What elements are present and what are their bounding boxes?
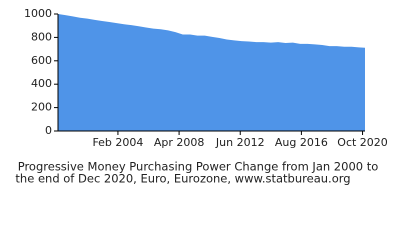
x-tick-label: Jun 2012 (215, 136, 265, 149)
area (58, 14, 365, 131)
y-tick-label: 800 (31, 30, 52, 43)
y-tick-label: 1000 (24, 7, 52, 20)
y-tick-label: 400 (31, 77, 52, 90)
y-tick-label: 200 (31, 101, 52, 114)
y-tick-label: 600 (31, 54, 52, 67)
caption-line: Progressive Money Purchasing Power Chang… (18, 160, 379, 174)
y-tick-label: 0 (45, 124, 52, 137)
x-tick-label: Oct 2020 (337, 136, 388, 149)
x-tick-label: Apr 2008 (154, 136, 205, 149)
x-tick-label: Feb 2004 (92, 136, 143, 149)
x-tick-label: Aug 2016 (275, 136, 328, 149)
chart: Progressive Money Purchasing Power Chang… (15, 7, 388, 186)
caption-line: the end of Dec 2020, Euro, Eurozone, www… (15, 172, 350, 186)
